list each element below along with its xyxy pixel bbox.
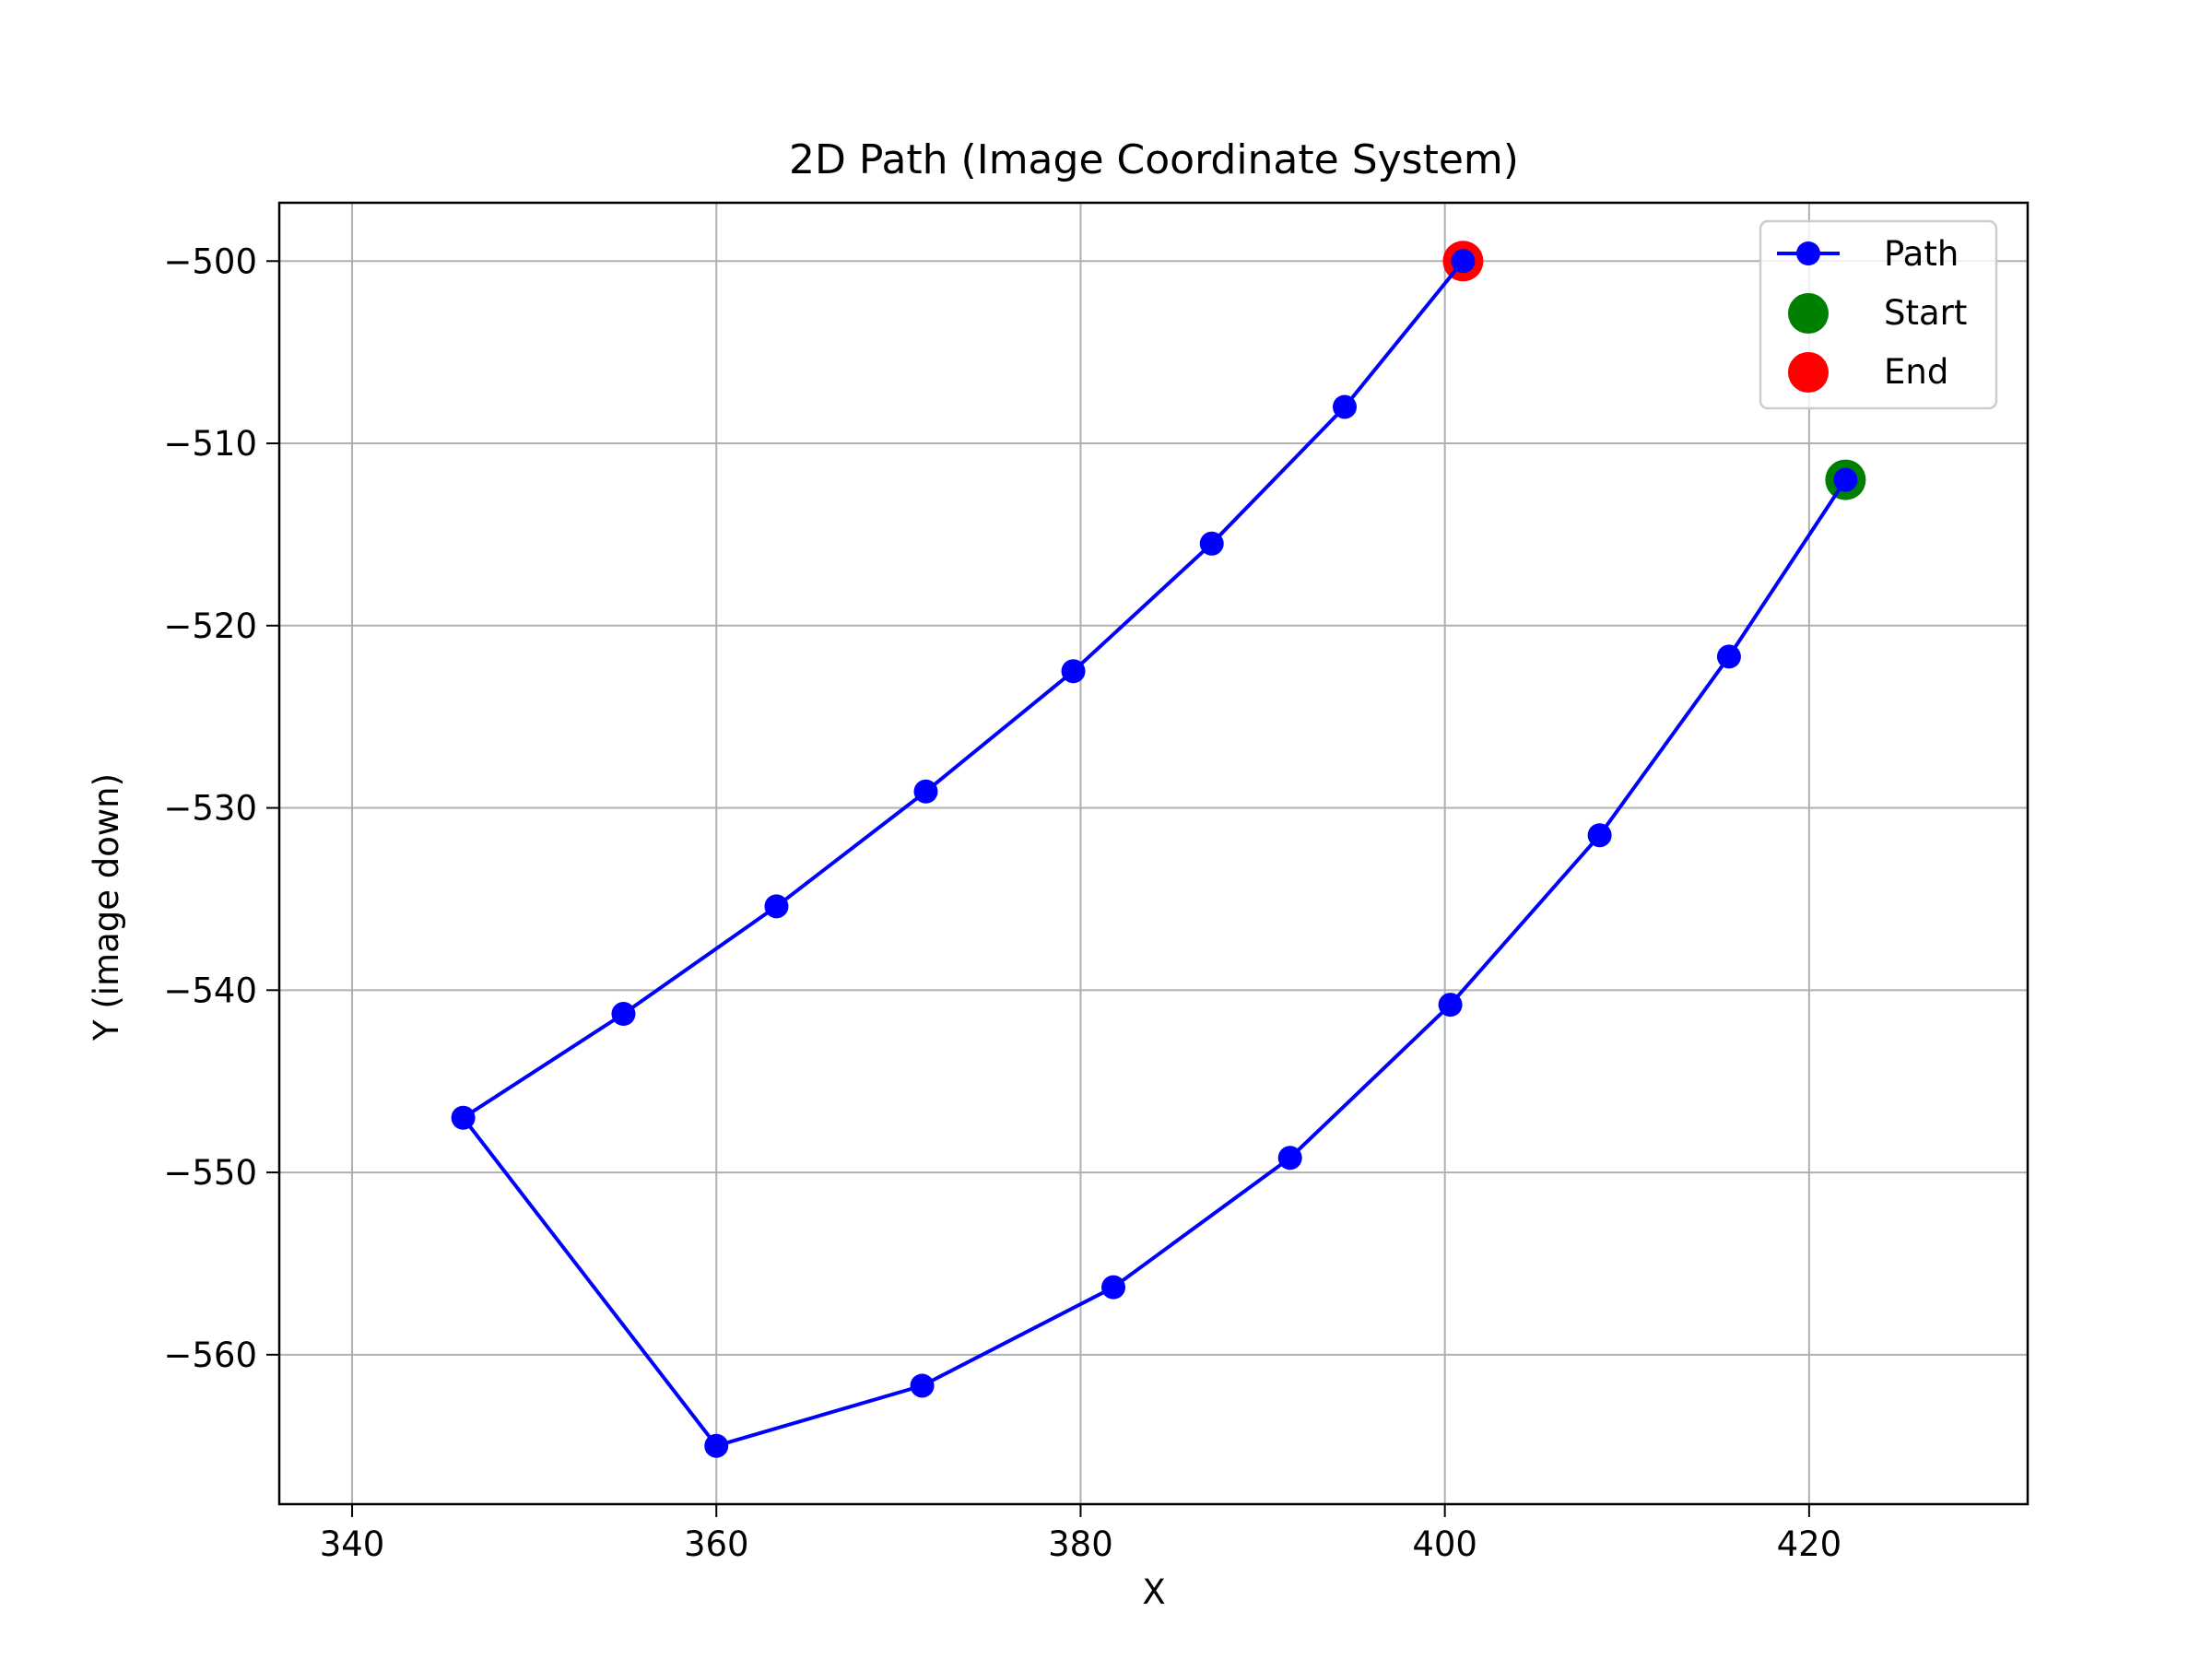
y-tick-label: −510	[163, 424, 257, 464]
path-point	[1438, 993, 1463, 1018]
x-tick-label: 340	[320, 1524, 385, 1564]
y-tick-label: −550	[163, 1153, 257, 1193]
x-tick-label: 420	[1777, 1524, 1842, 1564]
legend-start-marker	[1788, 293, 1829, 334]
path-point	[910, 1373, 935, 1398]
path-point	[1716, 644, 1741, 669]
x-tick-label: 380	[1048, 1524, 1113, 1564]
x-axis-label: X	[1142, 1572, 1165, 1612]
series-layer	[451, 241, 1866, 1458]
path-point	[1451, 249, 1476, 274]
path-point	[1061, 659, 1086, 684]
x-tick-label: 360	[684, 1524, 749, 1564]
legend-label-start: Start	[1884, 293, 1967, 333]
path-series-line	[461, 260, 1848, 1448]
y-tick-label: −500	[163, 241, 257, 281]
legend-label-path: Path	[1884, 234, 1959, 274]
y-tick-label: −530	[163, 789, 257, 829]
path-point	[704, 1433, 729, 1458]
path-point	[1587, 823, 1612, 848]
y-tick-label: −520	[163, 606, 257, 646]
y-tick-label: −540	[163, 971, 257, 1010]
plot-area-frame	[277, 201, 2030, 1506]
legend-path-marker	[1796, 241, 1820, 265]
path-point	[611, 1002, 636, 1027]
y-axis-label: Y (image down)	[87, 773, 126, 1041]
grid-lines	[279, 203, 2028, 1504]
path-point	[451, 1105, 476, 1130]
path-point	[1277, 1146, 1302, 1171]
path-point	[1332, 394, 1357, 419]
chart-title: 2D Path (Image Coordinate System)	[789, 136, 1519, 183]
path-point	[1199, 531, 1224, 556]
path-point	[1833, 467, 1858, 492]
path-point	[1101, 1275, 1126, 1300]
y-tick-label: −560	[163, 1335, 257, 1375]
x-axis-ticks: 340 360 380 400 420	[320, 1504, 1841, 1564]
legend-label-end: End	[1884, 352, 1948, 392]
legend: Path Start End	[1759, 219, 1998, 410]
path-point	[913, 779, 938, 804]
x-tick-label: 400	[1412, 1524, 1477, 1564]
y-axis-ticks: −500 −510 −520 −530 −540 −550 −560	[163, 241, 279, 1375]
path-point	[764, 894, 789, 919]
legend-end-marker	[1788, 352, 1829, 393]
